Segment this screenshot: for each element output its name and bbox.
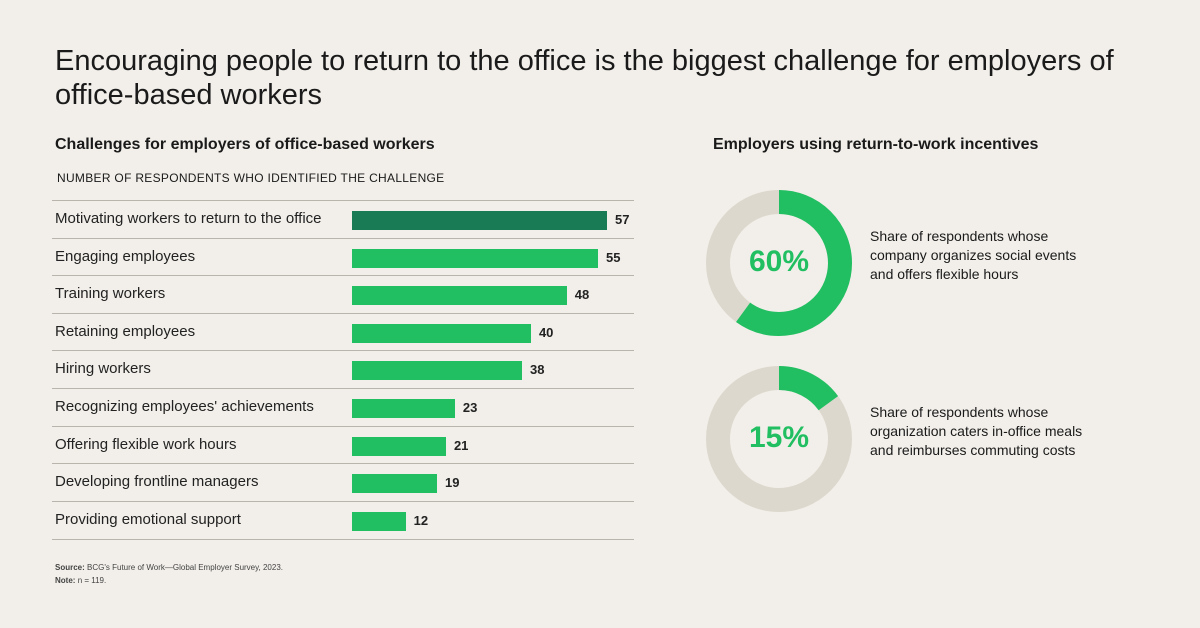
donut-slice [706,366,852,512]
donut-description: Share of respondents whose company organ… [870,228,1077,282]
bar-row: Hiring workers 38 [52,350,634,388]
donut-slice [706,190,852,336]
footnote-source: Source: BCG's Future of Work—Global Empl… [55,563,283,572]
bar-label: Engaging employees [55,247,196,265]
bar [352,399,455,418]
bar [352,511,406,531]
bar-label: Motivating workers to return to the offi… [55,210,322,227]
bar [352,323,531,343]
bar-label: Training workers [55,285,166,303]
bar-row: Offering flexible work hours 21 [52,425,634,464]
bar [352,211,607,230]
bar-value-label: 57 [615,212,630,227]
bar-row: Motivating workers to return to the offi… [52,200,634,238]
donut-description: Share of respondents whose organization … [870,404,1083,458]
donut-svg [706,366,852,512]
bar-row: Training workers 48 [52,275,634,313]
bar-label: Hiring workers [55,360,151,378]
footnote-note-text: n = 119. [77,576,107,585]
bar-row: Engaging employees 55 [52,237,634,276]
bar-label: Offering flexible work hours [55,435,237,453]
footnote-note: Note: n = 119. [55,576,106,585]
donut-chart: 15% [704,364,854,514]
bar-value-label: 12 [413,512,429,528]
page-title: Encouraging people to return to the offi… [55,45,1114,111]
bar-row: Providing emotional support 12 [52,500,634,540]
footnote-source-label: Source: [55,563,85,572]
bar [352,474,437,494]
donut-percent-label: 60% [748,245,810,278]
footnote-source-text: BCG's Future of Work—Global Employer Sur… [87,563,284,572]
bar-value-label: 19 [445,475,460,491]
bar-value-label: 23 [462,400,478,415]
bar [352,286,567,306]
left-chart-subhead: NUMBER OF RESPONDENTS WHO IDENTIFIED THE… [57,171,445,185]
bar-value-label: 55 [606,249,621,265]
bar-label: Providing emotional support [55,510,241,528]
donut-chart: 60% [704,188,854,338]
bar-label: Retaining employees [55,322,196,340]
donut-svg [706,190,852,336]
bar [352,436,446,456]
bar-row: Developing frontline managers 19 [52,463,634,501]
bar [352,361,522,381]
footnote-note-label: Note: [55,576,76,585]
bar-label: Recognizing employees' achievements [55,398,314,415]
bar-value-label: 38 [530,362,545,378]
bar-label: Developing frontline managers [55,473,259,491]
donut-percent-label: 15% [748,421,810,454]
bar-row: Retaining employees 40 [52,312,634,351]
bar-value-label: 48 [574,287,590,303]
bar-value-label: 21 [453,437,469,453]
bar-row: Recognizing employees' achievements 23 [52,388,634,426]
left-chart-title: Challenges for employers of office-based… [55,136,435,153]
right-chart-title: Employers using return-to-work incentive… [713,136,1039,153]
bar-chart: Motivating workers to return to the offi… [52,200,634,540]
bar-value-label: 40 [538,324,554,340]
bar [352,248,599,268]
